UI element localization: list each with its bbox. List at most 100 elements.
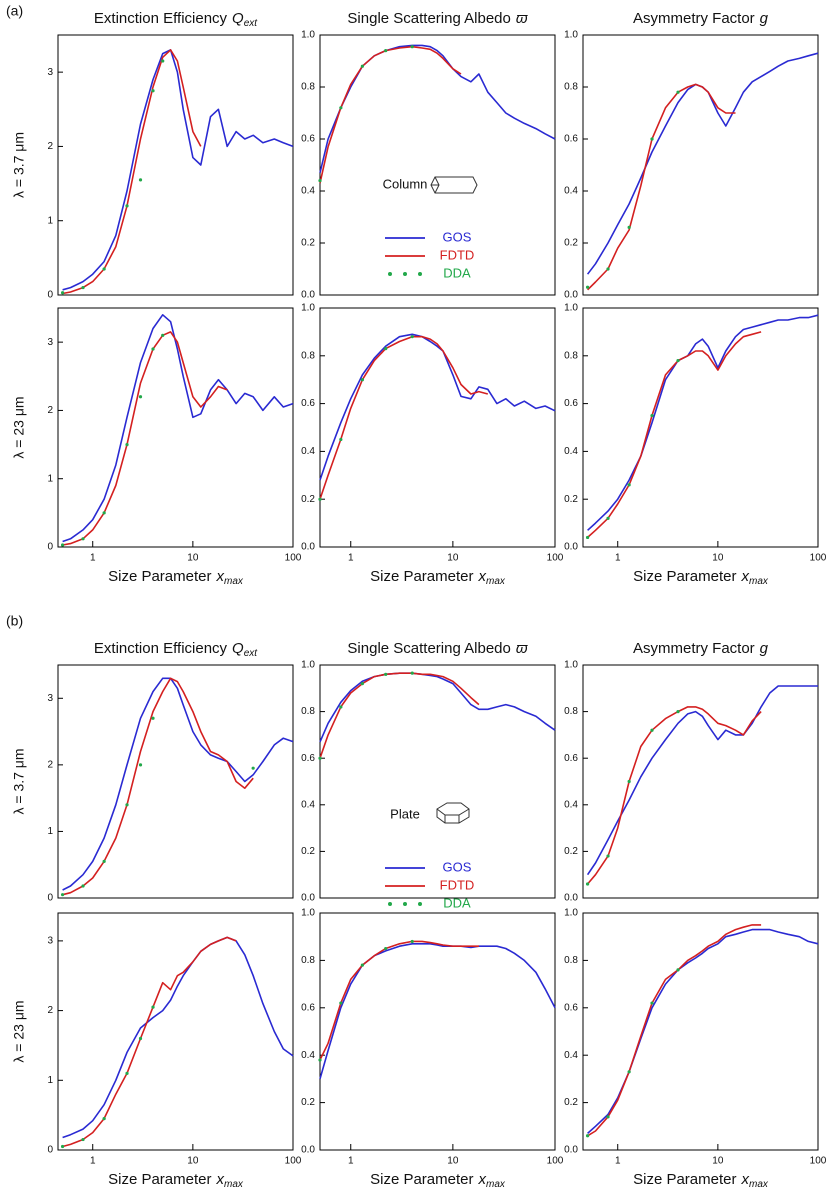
legend-label: DDA — [443, 895, 471, 910]
y-tick-label: 0.4 — [564, 799, 578, 810]
data-point — [650, 137, 654, 141]
data-point — [585, 1134, 590, 1138]
legend-marker — [418, 902, 422, 906]
y-tick-label: 0.0 — [301, 1145, 315, 1156]
x-tick-label: 10 — [187, 553, 199, 564]
data-point — [81, 1137, 85, 1142]
y-tick-label: 0.8 — [301, 955, 315, 966]
y-tick-label: 0 — [47, 290, 53, 301]
y-tick-label: 2 — [47, 405, 53, 416]
series-line — [62, 936, 237, 1148]
y-tick-label: 0.0 — [301, 542, 315, 553]
y-tick-label: 0.8 — [301, 82, 315, 93]
data-point — [125, 803, 129, 807]
data-point — [138, 1036, 143, 1041]
label-text: Asymmetry Factor — [633, 640, 755, 657]
chart-title: Asymmetry Factor g — [633, 10, 769, 27]
y-tick-label: 0.2 — [301, 494, 315, 505]
data-point — [360, 682, 364, 686]
label-symbol: ϖ — [516, 640, 528, 657]
y-tick-label: 1 — [47, 1075, 53, 1086]
x-tick-label: 10 — [187, 1156, 199, 1167]
y-tick-label: 0.2 — [301, 846, 315, 857]
shape-icon — [430, 176, 478, 194]
data-point — [125, 1071, 129, 1075]
series-line — [62, 677, 254, 896]
y-tick-label: 0.0 — [564, 893, 578, 904]
label-text: Size Parameter — [633, 568, 736, 585]
y-tick-label: 0.8 — [564, 82, 578, 93]
data-point — [676, 90, 680, 94]
data-point — [384, 672, 388, 676]
legend-marker — [403, 902, 407, 906]
x-tick-label: 10 — [712, 553, 724, 564]
x-tick-label: 1 — [90, 553, 96, 564]
label-text: Size Parameter — [633, 1171, 736, 1188]
x-axis-label: Size Parameter xmax — [633, 1171, 769, 1189]
label-symbol: x — [477, 568, 486, 585]
y-tick-label: 0.4 — [301, 799, 315, 810]
data-point — [606, 516, 610, 520]
y-axis-label: λ = 23 μm — [11, 396, 27, 458]
data-point — [138, 763, 143, 767]
label-subscript: max — [224, 576, 244, 587]
data-point — [650, 1001, 654, 1005]
y-tick-label: 3 — [47, 936, 53, 947]
plot-frame — [319, 912, 556, 1151]
x-tick-label: 1 — [348, 1156, 354, 1167]
y-tick-label: 2 — [47, 141, 53, 152]
y-tick-label: 1.0 — [564, 908, 578, 919]
y-tick-label: 0.2 — [564, 1097, 578, 1108]
y-tick-label: 0 — [47, 1145, 53, 1156]
y-tick-label: 0.6 — [564, 398, 578, 409]
data-point — [410, 671, 414, 675]
x-tick-label: 1 — [90, 1156, 96, 1167]
plot-frame — [57, 34, 294, 296]
data-point — [102, 267, 106, 271]
label-symbol: Q — [232, 640, 244, 657]
data-point — [339, 705, 343, 709]
y-tick-label: 0.8 — [564, 350, 578, 361]
label-symbol: g — [760, 640, 769, 657]
y-tick-label: 0.6 — [301, 398, 315, 409]
x-tick-label: 1 — [348, 553, 354, 564]
data-point — [138, 178, 143, 182]
label-subscript: ext — [244, 18, 259, 29]
legend-label: GOS — [443, 229, 472, 244]
label-subscript: ext — [244, 648, 259, 659]
chart-title: Asymmetry Factor g — [633, 640, 769, 657]
x-tick-label: 1 — [615, 1156, 621, 1167]
x-tick-label: 100 — [810, 1156, 827, 1167]
data-point — [360, 963, 364, 967]
data-point — [627, 779, 631, 784]
series-line — [62, 314, 294, 543]
data-point — [161, 333, 165, 337]
data-point — [384, 946, 388, 951]
y-tick-label: 3 — [47, 693, 53, 704]
y-axis-label: λ = 3.7 μm — [11, 748, 27, 814]
x-axis-label: Size Parameter xmax — [108, 568, 244, 587]
data-point — [627, 483, 631, 487]
label-subscript: max — [749, 1179, 769, 1189]
data-point — [676, 968, 680, 972]
y-tick-label: 0.4 — [301, 446, 315, 457]
label-text: Extinction Efficiency — [94, 640, 228, 657]
shape-icon — [436, 802, 470, 824]
data-point — [151, 716, 155, 720]
label-text: Single Scattering Albedo — [347, 10, 510, 27]
data-point — [606, 267, 610, 271]
y-tick-label: 2 — [47, 759, 53, 770]
legend-marker — [418, 272, 422, 276]
data-point — [606, 1115, 610, 1119]
legend-marker — [388, 272, 392, 276]
series-line — [586, 685, 818, 876]
data-point — [151, 347, 155, 351]
y-tick-label: 0.6 — [564, 134, 578, 145]
y-tick-label: 3 — [47, 337, 53, 348]
x-tick-label: 100 — [547, 553, 564, 564]
x-axis-label: Size Parameter xmax — [370, 1171, 506, 1189]
y-tick-label: 1.0 — [301, 30, 315, 41]
data-point — [384, 49, 388, 53]
x-tick-label: 100 — [285, 1156, 302, 1167]
